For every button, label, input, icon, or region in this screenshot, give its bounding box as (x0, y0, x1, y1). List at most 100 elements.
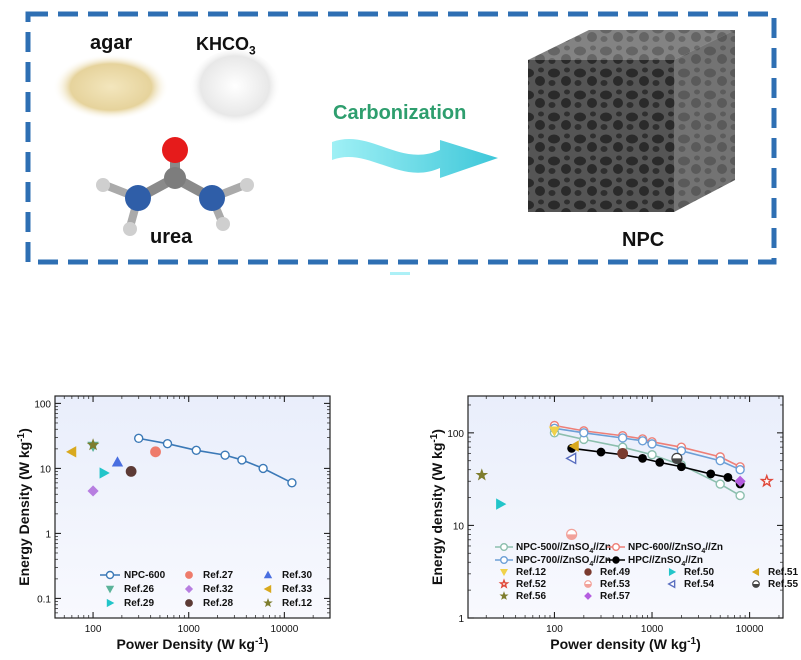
legend-item: Ref.27 (185, 570, 233, 581)
legend-item: Ref.30 (263, 570, 312, 581)
legend-item: NPC-500//ZnSO4//Zn (495, 542, 611, 555)
data-point (617, 447, 629, 459)
y-tick-label: 100 (447, 429, 464, 440)
series-ref-57 (734, 475, 746, 487)
series-ref-32 (87, 485, 99, 497)
legend-label: HPC//ZnSO4//Zn (628, 555, 703, 568)
legend-marker (185, 599, 193, 607)
legend-marker (584, 568, 592, 576)
legend-label: Ref.57 (600, 591, 630, 602)
plot-frame (54, 395, 331, 619)
legend-label: Ref.33 (282, 584, 312, 595)
legend-label: NPC-600//ZnSO4//Zn (628, 542, 723, 555)
series-line (554, 427, 741, 471)
series-ref-27 (150, 446, 161, 458)
legend-label: Ref.12 (516, 567, 546, 578)
series-line (554, 424, 741, 468)
process-label: Carbonization (333, 102, 467, 124)
legend-label: Ref.51 (768, 567, 798, 578)
legend-item: Ref.53 (584, 579, 630, 590)
data-point (596, 447, 606, 457)
data-point (66, 446, 77, 458)
data-point (191, 445, 201, 455)
legend-item: Ref.54 (667, 579, 714, 590)
data-point (734, 475, 746, 487)
urea-label: urea (150, 226, 193, 248)
data-point (735, 464, 745, 475)
legend-label: Ref.29 (124, 598, 154, 609)
legend-marker (667, 579, 676, 589)
x-tick-label: 10000 (736, 624, 764, 635)
legend-label: NPC-700//ZnSO4//Zn (516, 555, 611, 568)
legend-label: Ref.32 (203, 584, 233, 595)
plot-area (55, 396, 330, 618)
legend-marker (263, 570, 273, 579)
data-point (125, 465, 137, 477)
urea-molecule-icon (96, 137, 254, 236)
legend-item: Ref.12 (500, 567, 546, 578)
agar-label: agar (90, 32, 133, 54)
data-point (566, 528, 578, 540)
legend-item: NPC-700//ZnSO4//Zn (495, 555, 611, 568)
data-point (86, 438, 100, 451)
legend-item: Ref.12 (263, 597, 312, 609)
legend-marker (263, 584, 272, 594)
legend-item: Ref.28 (185, 598, 233, 609)
data-point (565, 452, 577, 465)
legend-label: Ref.55 (768, 579, 798, 590)
khco3-label: KHCO3 (196, 34, 256, 58)
x-tick-label: 1000 (641, 624, 664, 635)
legend-marker (751, 568, 760, 576)
data-point (548, 426, 561, 437)
legend-marker (611, 542, 620, 551)
legend-item: Ref.32 (184, 584, 233, 595)
data-point (638, 453, 647, 463)
legend-label: Ref.28 (203, 598, 233, 609)
series-npc-700-znso4-zn (549, 423, 745, 475)
legend-marker (185, 571, 193, 579)
legend-label: NPC-500//ZnSO4//Zn (516, 542, 611, 555)
agar-powder-icon (53, 54, 169, 120)
dashed-frame (25, 11, 777, 265)
legend-label: Ref.52 (516, 579, 546, 590)
legend-label: Ref.50 (684, 567, 714, 578)
data-point (637, 436, 648, 446)
legend-marker (106, 598, 115, 608)
series-ref-55 (671, 452, 683, 464)
khco3-subscript: 3 (249, 43, 256, 58)
data-point (87, 485, 99, 497)
series-ref-12 (548, 426, 561, 437)
legend-marker (499, 542, 508, 551)
legend-item: Ref.57 (584, 591, 630, 602)
legend-label: Ref.27 (203, 570, 233, 581)
data-point (759, 473, 774, 488)
series-ref-12 (86, 438, 100, 451)
legend-marker (184, 584, 194, 594)
series-ref-54 (565, 452, 577, 465)
series-ref-30 (111, 456, 124, 467)
data-point (647, 439, 657, 449)
legend: NPC-500//ZnSO4//Zn NPC-600//ZnSO4//Zn NPC-… (495, 542, 798, 602)
legend-item: NPC-600 (100, 570, 166, 581)
legend-marker (752, 580, 760, 588)
data-point (220, 450, 230, 460)
data-point (111, 456, 124, 467)
series-ref-51 (568, 440, 579, 452)
data-point (735, 490, 745, 501)
scheme-graphics (25, 11, 777, 275)
data-point (162, 438, 173, 449)
series-ref-52 (759, 473, 774, 488)
data-point (237, 455, 247, 465)
legend-item: Ref.51 (751, 567, 798, 578)
legend-marker (105, 585, 115, 594)
legend-item: HPC//ZnSO4//Zn (607, 555, 703, 568)
npc-cube-icon (528, 30, 735, 212)
legend-item: NPC-600//ZnSO4//Zn (607, 542, 723, 555)
data-point (99, 467, 110, 479)
data-point (287, 478, 297, 488)
x-tick-label: 100 (85, 624, 102, 635)
synthesis-scheme: agar KHCO3 urea Carbonization NPC (0, 0, 801, 275)
data-point (258, 463, 268, 474)
data-point (671, 452, 683, 464)
y-tick-label: 1 (45, 529, 51, 540)
